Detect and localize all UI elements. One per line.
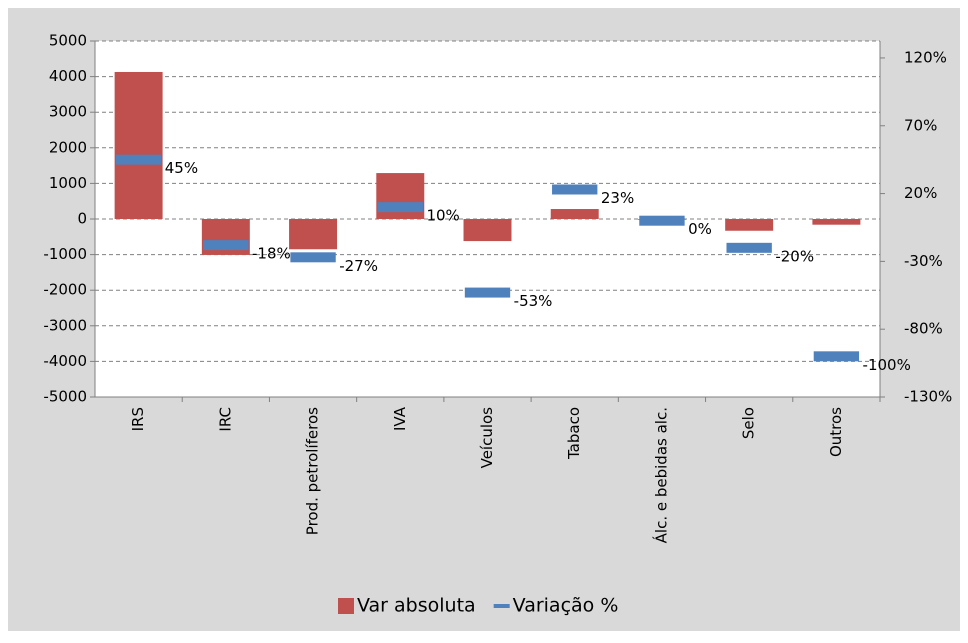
y2-tick-label: -30%	[904, 252, 943, 270]
x-tick-label: Selo	[740, 407, 758, 439]
x-tick-label: Tabaco	[565, 407, 583, 460]
x-tick-label: Prod. petrolíferos	[304, 407, 322, 535]
bar	[289, 219, 338, 250]
bar	[463, 219, 512, 242]
legend-label: Variação %	[513, 595, 619, 617]
data-label: 45%	[165, 159, 198, 177]
data-label: -53%	[514, 292, 553, 310]
data-label: -18%	[252, 245, 291, 263]
bar	[550, 209, 599, 219]
y2-tick-label: 120%	[904, 48, 947, 66]
legend-swatch	[493, 604, 510, 608]
bar	[114, 71, 163, 219]
marker	[290, 252, 336, 263]
y-tick-label: 3000	[49, 103, 87, 121]
x-tick-label: IVA	[391, 406, 409, 431]
data-label: -27%	[339, 257, 378, 275]
y-tick-label: -3000	[43, 316, 87, 334]
y-tick-label: -1000	[43, 245, 87, 263]
x-tick-label: Outros	[827, 407, 845, 457]
marker	[464, 287, 511, 298]
x-tick-label: IRS	[129, 407, 147, 431]
x-tick-label: Álc. e bebidas alc.	[651, 407, 670, 543]
y-tick-label: -4000	[43, 352, 87, 370]
marker	[552, 184, 598, 195]
marker	[639, 215, 685, 226]
bar	[725, 219, 774, 231]
y-tick-label: -5000	[43, 388, 87, 406]
marker	[813, 351, 860, 362]
legend-swatch	[338, 598, 354, 614]
marker	[726, 242, 772, 253]
y-tick-label: -2000	[43, 281, 87, 299]
bar	[812, 219, 861, 225]
y-tick-label: 2000	[49, 138, 87, 156]
x-tick-label: Veículos	[478, 407, 496, 469]
data-label: 0%	[688, 220, 712, 238]
y2-tick-label: 70%	[904, 116, 937, 134]
y-tick-label: 1000	[49, 174, 87, 192]
marker	[203, 240, 249, 251]
y2-tick-label: 20%	[904, 184, 937, 202]
y-tick-label: 5000	[49, 32, 87, 50]
x-tick-label: IRC	[216, 407, 234, 432]
data-label: 23%	[601, 189, 634, 207]
data-label: 10%	[426, 207, 459, 225]
marker	[115, 154, 162, 165]
y2-tick-label: -80%	[904, 320, 943, 338]
marker	[377, 202, 423, 213]
legend-label: Var absoluta	[357, 595, 476, 617]
y-tick-label: 4000	[49, 67, 87, 85]
y-tick-label: 0	[77, 210, 87, 228]
data-label: -100%	[863, 356, 911, 374]
data-label: -20%	[775, 247, 814, 265]
y2-tick-label: -130%	[904, 388, 952, 406]
